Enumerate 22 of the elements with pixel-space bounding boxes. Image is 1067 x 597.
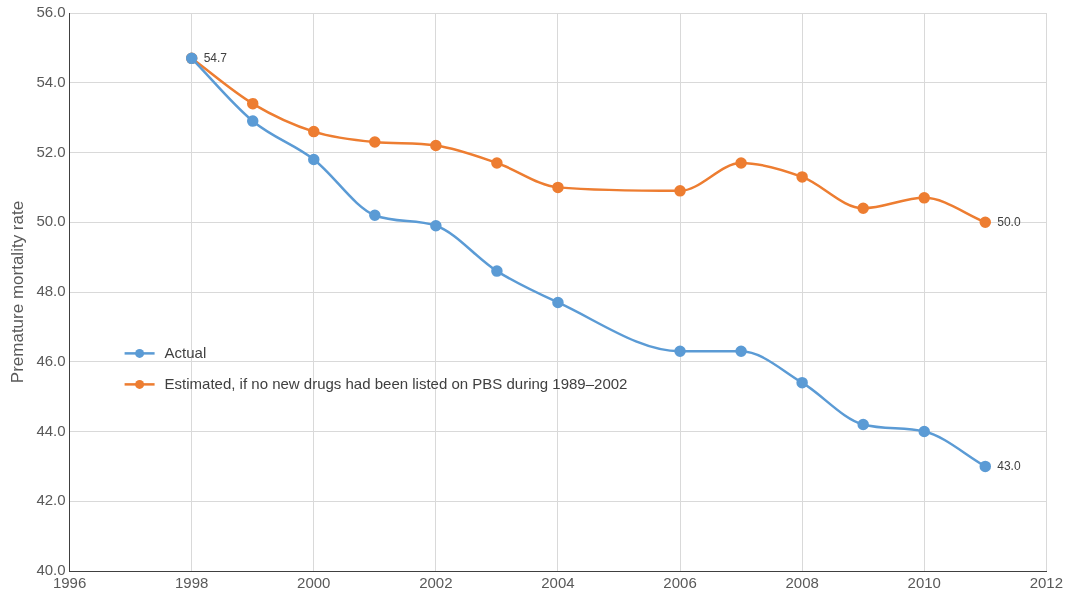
- x-tick-label: 2002: [419, 574, 453, 592]
- data-label: 54.7: [203, 50, 228, 65]
- y-tick-label: 46.0: [36, 351, 66, 369]
- data-label: 50.0: [997, 214, 1021, 229]
- y-tick-label: 48.0: [36, 282, 66, 300]
- y-tick-label: 52.0: [36, 142, 66, 160]
- x-tick-label: 2010: [907, 574, 941, 592]
- y-tick-label: 54.0: [36, 72, 66, 90]
- legend-label: Actual: [164, 343, 207, 361]
- x-tick-label: 1998: [175, 574, 209, 592]
- data-label: 43.0: [997, 458, 1021, 473]
- y-axis-title: Premature mortality rate: [7, 200, 27, 384]
- y-tick-label: 44.0: [36, 421, 66, 439]
- x-tick-label: 2008: [785, 574, 819, 592]
- legend-label: Estimated, if no new drugs had been listed on PBS during 1989–2002: [164, 374, 628, 392]
- y-tick-label: 50.0: [36, 212, 66, 230]
- y-tick-label: 56.0: [36, 3, 66, 21]
- x-tick-label: 2012: [1029, 574, 1063, 592]
- x-tick-label: 2000: [297, 574, 331, 592]
- x-tick-label: 2006: [663, 574, 697, 592]
- y-tick-label: 42.0: [36, 491, 66, 509]
- x-tick-label: 2004: [541, 574, 575, 592]
